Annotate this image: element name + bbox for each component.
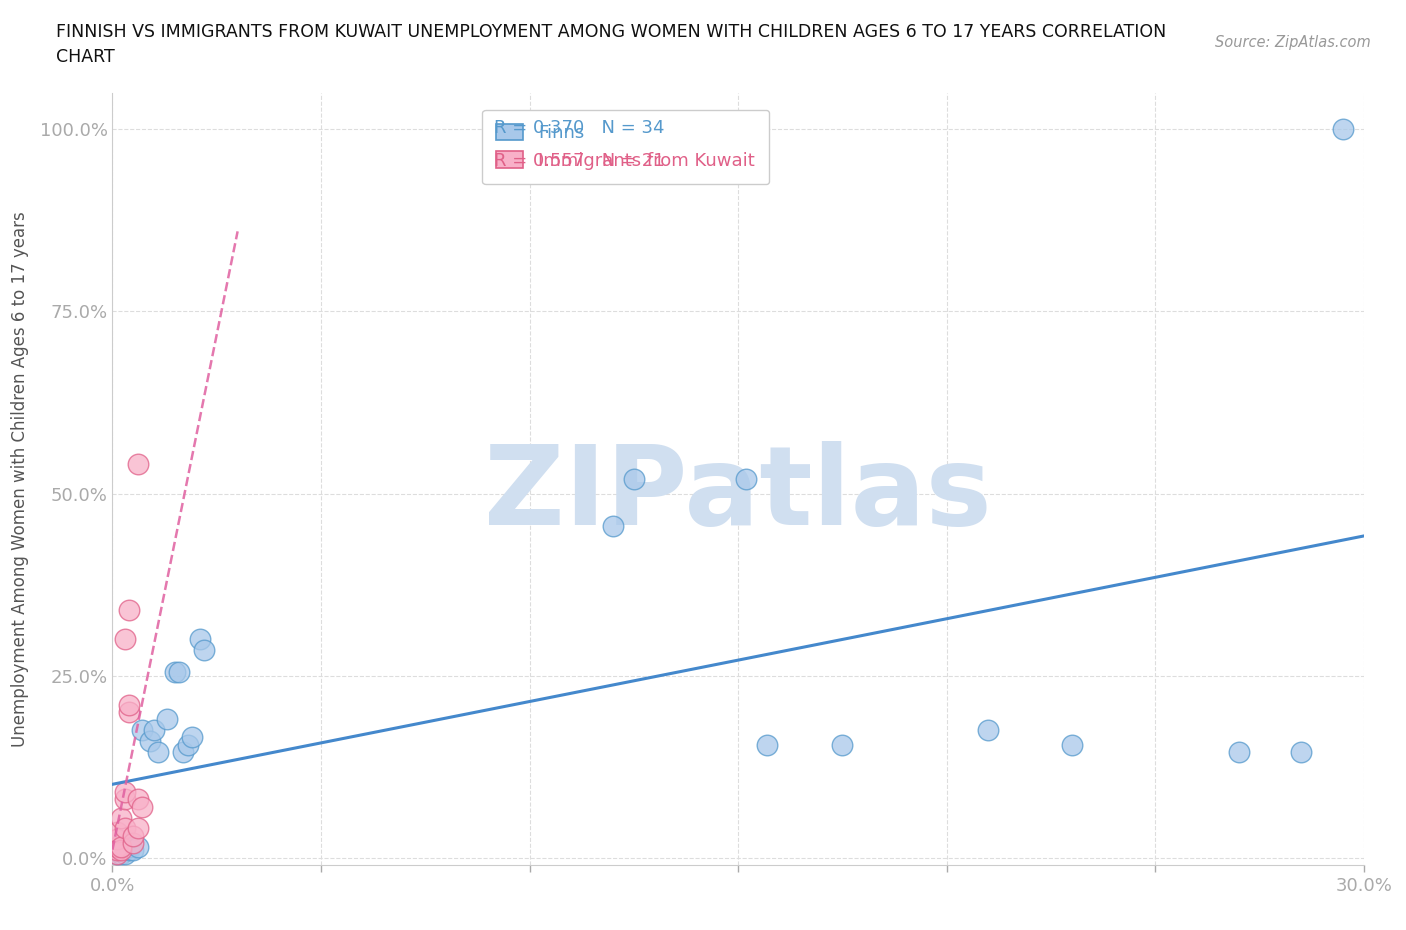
Point [193,643,215,658]
Point [167,665,190,680]
Point [122,836,145,851]
Point [114,631,136,646]
Point [148,745,170,760]
Point [114,792,136,807]
Point [1227,745,1250,760]
Point [127,792,149,807]
Point [118,698,141,712]
Point [114,839,136,854]
Point [114,821,136,836]
Text: R = 0.557   N = 21: R = 0.557 N = 21 [494,152,665,170]
Point [105,839,128,854]
Point [163,665,186,680]
Text: Source: ZipAtlas.com: Source: ZipAtlas.com [1215,35,1371,50]
Point [156,711,179,726]
Point [114,785,136,800]
Point [118,705,141,720]
Point [131,723,153,737]
Point [105,846,128,861]
Point [1331,122,1354,137]
Point [110,846,132,861]
Point [131,799,153,814]
Point [127,457,149,472]
Point [110,843,132,857]
Point [110,843,132,857]
Point [188,631,211,646]
Point [1060,737,1083,752]
Point [114,846,136,861]
Point [105,846,128,861]
Point [105,843,128,857]
Point [143,723,166,737]
Point [176,737,198,752]
Point [139,734,162,749]
Point [118,843,141,857]
Point [105,825,128,840]
Point [977,723,1000,737]
Point [105,839,128,854]
Point [127,839,149,854]
Text: FINNISH VS IMMIGRANTS FROM KUWAIT UNEMPLOYMENT AMONG WOMEN WITH CHILDREN AGES 6 : FINNISH VS IMMIGRANTS FROM KUWAIT UNEMPL… [56,23,1167,41]
Point [180,730,202,745]
Point [172,745,194,760]
Point [1291,745,1313,760]
Point [623,472,645,486]
Point [602,519,624,534]
Point [735,472,758,486]
Point [118,839,141,854]
Legend: Finns, Immigrants from Kuwait: Finns, Immigrants from Kuwait [482,110,769,184]
Point [105,843,128,857]
Point [110,810,132,825]
Point [756,737,779,752]
Point [831,737,853,752]
Y-axis label: Unemployment Among Women with Children Ages 6 to 17 years: Unemployment Among Women with Children A… [10,211,28,747]
Point [127,821,149,836]
Point [122,829,145,844]
Text: R = 0.370   N = 34: R = 0.370 N = 34 [494,119,665,137]
Point [122,843,145,857]
Point [110,839,132,854]
Point [118,603,141,618]
Point [105,832,128,847]
Point [110,839,132,854]
Text: ZIPatlas: ZIPatlas [484,441,993,548]
Text: CHART: CHART [56,48,115,66]
